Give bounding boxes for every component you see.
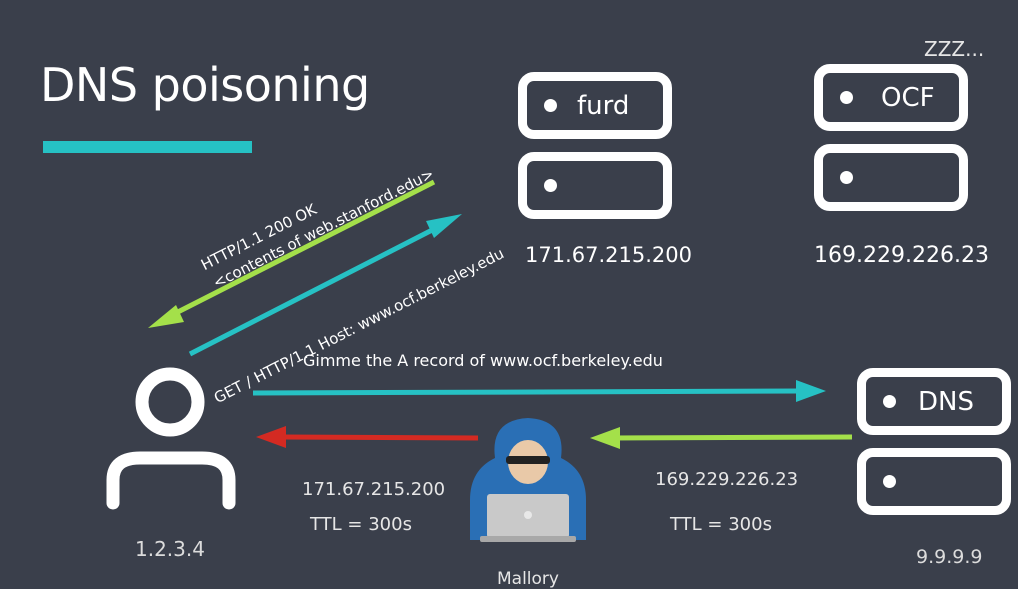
- server-led-icon: [883, 395, 896, 408]
- furd-ip: 171.67.215.200: [525, 243, 692, 267]
- real-ttl-text: TTL = 300s: [670, 514, 772, 535]
- server-led-icon: [883, 475, 896, 488]
- ocf-server-bottom: [814, 144, 968, 211]
- dns-query-text: Gimme the A record of www.ocf.berkeley.e…: [303, 351, 663, 370]
- server-led-icon: [840, 91, 853, 104]
- furd-server-bottom: [518, 152, 672, 219]
- dns-server-bottom: [857, 448, 1011, 515]
- ocf-sleep-status: ZZZ...: [924, 37, 985, 61]
- spoofed-ttl-text: TTL = 300s: [310, 514, 412, 535]
- furd-server-top: furd: [518, 72, 672, 139]
- dns-query-arrow: [252, 380, 826, 402]
- server-led-icon: [544, 179, 557, 192]
- real-response-arrow: [590, 427, 853, 449]
- http-response-arrow: [148, 179, 436, 328]
- ocf-label: OCF: [881, 83, 935, 113]
- ocf-ip: 169.229.226.23: [814, 243, 989, 268]
- title-underline: [43, 141, 252, 153]
- real-ip-text: 169.229.226.23: [655, 469, 799, 490]
- spoofed-response-arrow: [256, 426, 479, 448]
- client-ip: 1.2.3.4: [135, 537, 205, 561]
- server-led-icon: [840, 171, 853, 184]
- server-led-icon: [544, 99, 557, 112]
- dns-label: DNS: [918, 387, 974, 417]
- dns-ip: 9.9.9.9: [916, 546, 983, 568]
- dns-server-top: DNS: [857, 368, 1011, 435]
- slide-title: DNS poisoning: [40, 58, 370, 112]
- spoofed-ip-text: 171.67.215.200: [302, 479, 446, 500]
- ocf-server-top: OCF: [814, 64, 968, 131]
- http-request-arrow: [188, 214, 462, 357]
- furd-label: furd: [577, 91, 630, 121]
